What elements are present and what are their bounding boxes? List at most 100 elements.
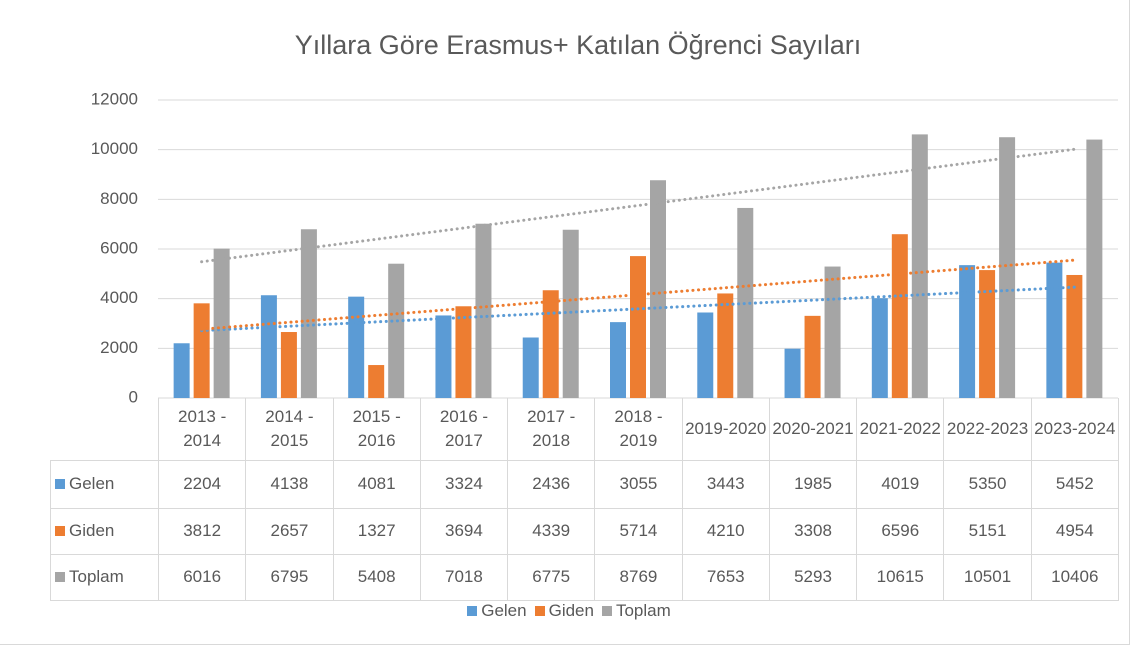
x-tick-label: 2014 - 2015 (245, 398, 334, 461)
x-tick-label: 2013 - 2014 (157, 398, 247, 461)
bar (280, 332, 297, 398)
table-value: 5714 (594, 507, 683, 555)
bar (213, 248, 230, 398)
table-value: 3812 (157, 507, 247, 555)
bar (368, 365, 385, 398)
x-tick-label: 2015 - 2016 (332, 398, 421, 461)
table-value: 6795 (245, 553, 334, 601)
legend: Gelen Giden Toplam (0, 601, 1138, 621)
row-label-text: Giden (69, 521, 115, 540)
table-value: 6596 (856, 507, 945, 555)
bar (193, 303, 210, 398)
legend-item: Toplam (601, 601, 671, 620)
bar (542, 290, 559, 398)
table-value: 3443 (681, 459, 770, 509)
bar (891, 234, 908, 398)
table-value: 3308 (768, 507, 858, 555)
table-value: 2657 (245, 507, 334, 555)
table-value: 5408 (332, 553, 421, 601)
table-value: 5350 (943, 459, 1032, 509)
bar (388, 263, 405, 398)
table-value: 1985 (768, 459, 858, 509)
legend-item: Gelen (467, 601, 527, 620)
y-tick-label: 10000 (91, 139, 138, 158)
bar (871, 298, 888, 398)
table-value: 3324 (419, 459, 509, 509)
bar (697, 312, 714, 398)
table-row-label: Gelen (50, 459, 159, 509)
table-value: 5151 (943, 507, 1032, 555)
table-value: 4954 (1030, 507, 1119, 555)
y-tick-label: 4000 (100, 288, 138, 307)
table-value: 5452 (1030, 459, 1119, 509)
bar (1066, 274, 1083, 398)
bar (300, 229, 317, 398)
bar (630, 256, 646, 398)
table-value: 10501 (943, 553, 1032, 601)
table-row: Giden 3812 2657 1327 3694 4339 5714 4210 3308 659… (50, 507, 1119, 555)
table-value: 5293 (768, 553, 858, 601)
y-tick-label: 2000 (100, 338, 138, 357)
chart-title: Yıllara Göre Erasmus+ Katılan Öğrenci Sa… (295, 30, 862, 60)
bar (1046, 262, 1063, 398)
legend-key (534, 606, 545, 616)
table-value: 4138 (245, 459, 334, 509)
x-tick-label: 2020-2021 (768, 398, 858, 461)
x-tick-label: 2017 - 2018 (507, 398, 596, 461)
table-value: 1327 (332, 507, 421, 555)
legend-key (467, 606, 478, 616)
legend-label: Giden (548, 601, 594, 620)
bar (173, 343, 190, 398)
x-tick-label: 2019-2020 (681, 398, 770, 461)
x-tick-label: 2023-2024 (1030, 398, 1119, 461)
table-value: 6016 (157, 553, 247, 601)
bar (824, 266, 841, 398)
y-tick-label: 8000 (100, 189, 138, 208)
legend-key (55, 479, 65, 489)
y-tick-label: 12000 (91, 89, 138, 108)
trendline (200, 285, 1076, 333)
bar (911, 134, 928, 398)
legend-key (55, 572, 65, 582)
table-value: 10615 (856, 553, 945, 601)
row-label-text: Toplam (69, 567, 124, 586)
y-tick-label: 0 (129, 387, 138, 406)
bar (260, 295, 277, 398)
bar (522, 337, 539, 398)
data-table: 2013 - 2014 2014 - 2015 2015 - 2016 2016 - … (50, 398, 1119, 601)
table-value: 8769 (594, 553, 683, 601)
table-value: 7653 (681, 553, 770, 601)
table-value: 2204 (157, 459, 247, 509)
legend-key (601, 606, 612, 616)
table-value: 4019 (856, 459, 945, 509)
table-value: 3694 (419, 507, 509, 555)
x-tick-label: 2022-2023 (943, 398, 1032, 461)
table-row-label: Toplam (50, 553, 159, 601)
x-tick-label: 2018 - 2019 (594, 398, 683, 461)
x-tick-label: 2016 - 2017 (419, 398, 509, 461)
row-label-text: Gelen (69, 474, 115, 493)
bar (979, 270, 996, 398)
table-value: 3055 (594, 459, 683, 509)
trendline (200, 147, 1076, 264)
bar (475, 223, 492, 398)
bar (348, 296, 365, 398)
table-value: 4081 (332, 459, 421, 509)
table-row-label: Giden (50, 507, 159, 555)
legend-label: Gelen (481, 601, 527, 620)
bar (435, 315, 452, 398)
legend-label: Toplam (615, 601, 671, 620)
bar (717, 293, 734, 398)
table-value: 6775 (507, 553, 596, 601)
table-row: Gelen 2204 4138 4081 3324 2436 3055 3443 1985 401… (50, 459, 1119, 509)
table-value: 7018 (419, 553, 509, 601)
bar (455, 306, 472, 398)
legend-item: Giden (534, 601, 594, 620)
trendline (200, 258, 1076, 331)
bar (1086, 139, 1103, 398)
table-value: 10406 (1030, 553, 1119, 601)
legend-key (55, 526, 65, 536)
bar (610, 322, 626, 398)
